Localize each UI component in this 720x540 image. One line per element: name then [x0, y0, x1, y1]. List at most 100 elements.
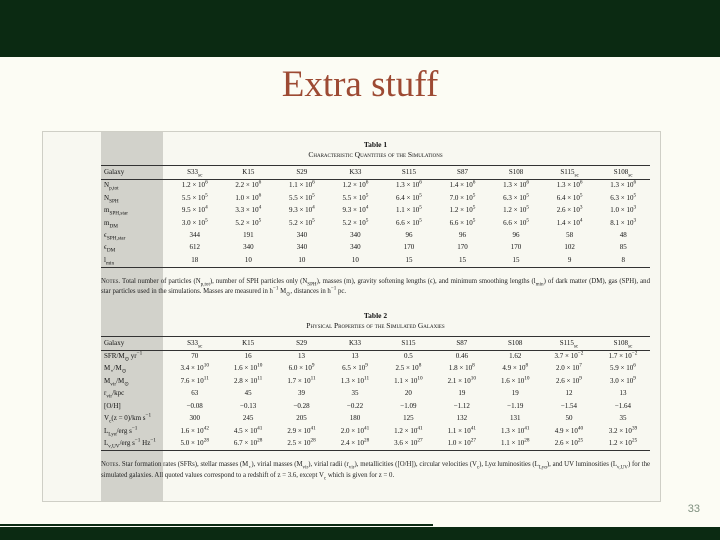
row-label: LLyα/erg s−1	[104, 425, 138, 438]
table-cell: 45	[244, 389, 252, 398]
table1-caption: Table 1 Characteristic Quantities of the…	[101, 140, 650, 160]
table-cell: 39	[298, 389, 306, 398]
table2-caption: Table 2 Physical Properties of the Simul…	[101, 311, 650, 331]
table-row: mSPH,star 9.5 × 104 3.3 × 104 9.3 × 104 9.3 …	[101, 205, 650, 217]
bottom-decorative-bar	[0, 527, 720, 540]
table-cell: 1.6 × 1010	[501, 375, 530, 385]
table-cell: 6.3 × 105	[503, 192, 529, 202]
row-label: rvir/kpc	[104, 389, 125, 400]
table-cell: 35	[351, 389, 359, 398]
table-row: Lν,UV/erg s−1 Hz−1 5.0 × 1028 6.7 × 1028 2.…	[101, 438, 650, 451]
table-cell: 2.4 × 1028	[340, 437, 370, 448]
table-cell: 0.46	[455, 352, 468, 360]
table-cell: 125	[403, 414, 414, 423]
table-cell: 344	[189, 230, 201, 239]
table-cell: 1.3 × 106	[556, 179, 583, 190]
table-cell: 1.4 × 106	[449, 179, 476, 190]
table-cell: 7.0 × 105	[449, 192, 476, 202]
table-cell: 0.5	[404, 352, 413, 360]
table-cell: 1.62	[509, 352, 522, 360]
table-cell: 1.8 × 108	[448, 363, 475, 373]
table-cell: 3.3 × 104	[235, 204, 262, 215]
table-cell: 58	[566, 230, 574, 239]
table-row: ϵSPH,star 344 191 340 340 96 96 96 58 48	[101, 229, 650, 241]
row-label: [O/H]	[104, 401, 121, 410]
table-cell: 4.9 × 108	[502, 363, 529, 373]
column-header: S108sc	[596, 165, 650, 180]
column-header: S108sc	[595, 336, 650, 351]
row-label: ϵSPH,star	[104, 230, 126, 242]
table-cell: 1.7 × 10−2	[608, 350, 638, 360]
table-cell: 205	[296, 414, 307, 423]
table-cell: 9.3 × 104	[288, 204, 315, 215]
table-cell: 340	[296, 230, 308, 239]
header-row: Galaxy S33sc K15 S29 K33 S115 S87 S108 S115sc S10…	[101, 165, 650, 180]
table-cell: 1.6 × 1042	[180, 425, 209, 435]
table-cell: 2.5 × 1028	[287, 437, 316, 448]
table-row: M⋆/M⊙ 3.4 × 1010 1.6 × 1010 6.0 × 109 6.5 × …	[101, 363, 650, 375]
table-cell: 6.5 × 109	[342, 363, 368, 373]
table-cell: 13	[351, 352, 359, 360]
table-cell: −1.09	[400, 401, 417, 410]
table-cell: 131	[509, 414, 521, 423]
column-header: K15	[221, 336, 275, 351]
table-cell: 50	[565, 414, 573, 423]
table-cell: 96	[459, 230, 466, 239]
table-cell: 13	[298, 352, 306, 360]
table2: Galaxy S33sc K15 S29 K33 S115 S87 S108 S115sc S10…	[101, 336, 650, 451]
table-row: Mvir/M⊙ 7.6 × 1011 2.8 × 1011 1.7 × 1011 1.3…	[101, 375, 650, 387]
table-cell: 3.6 × 1027	[394, 437, 423, 448]
table-cell: 132	[456, 414, 468, 423]
table1-notes-lead: Notes.	[101, 277, 121, 285]
table-cell: 170	[510, 243, 522, 252]
page-number: 33	[687, 503, 700, 515]
table-cell: 2.5 × 108	[395, 363, 422, 373]
column-header: S115sc	[541, 336, 596, 351]
header-row: Galaxy S33sc K15 S29 K33 S115 S87 S108 S115sc S10…	[101, 336, 650, 351]
row-label: M⋆/M⊙	[104, 364, 127, 375]
row-label: lmin	[104, 255, 115, 267]
table-cell: 1.2 × 106	[181, 179, 208, 190]
table-cell: 340	[296, 243, 308, 252]
table-cell: 170	[403, 243, 415, 252]
table-cell: 18	[191, 255, 199, 264]
table-cell: 5.9 × 106	[610, 363, 636, 373]
table-cell: 1.3 × 106	[396, 179, 422, 190]
table1-caption-label: Table 1	[363, 140, 388, 149]
table1-caption-title: Characteristic Quantities of the Simulat…	[308, 150, 443, 160]
table-cell: 20	[404, 389, 412, 398]
table-cell: 15	[512, 255, 520, 264]
table-cell: 1.2 × 106	[342, 179, 369, 190]
table-row: LLyα/erg s−1 1.6 × 1042 4.5 × 1041 2.9 × 10…	[101, 425, 650, 437]
table-cell: 300	[189, 414, 200, 423]
table2-block: Table 2 Physical Properties of the Simul…	[101, 311, 650, 481]
column-header: K33	[328, 336, 382, 351]
table-row: Np,tot 1.2 × 106 2.2 × 106 1.1 × 106 1.2 × 1…	[101, 179, 650, 192]
table-cell: 340	[243, 243, 254, 252]
table-cell: 10	[298, 255, 306, 264]
table-cell: 19	[458, 389, 466, 398]
table-cell: 6.0 × 109	[288, 363, 315, 373]
table-cell: 3.7 × 10−2	[554, 350, 584, 360]
table-cell: 5.5 × 105	[288, 192, 315, 202]
column-header-galaxy: Galaxy	[101, 165, 168, 180]
table-cell: 3.0 × 109	[610, 375, 636, 385]
table-cell: 6.7 × 1028	[233, 437, 263, 448]
row-label: Np,tot	[104, 181, 119, 192]
table2-notes: Notes. Star formation rates (SFRs), stel…	[101, 460, 650, 481]
row-label: mSPH,star	[104, 206, 128, 217]
table1-notes: Notes. Total number of particles (Np,tot…	[101, 277, 650, 298]
table1: Galaxy S33sc K15 S29 K33 S115 S87 S108 S115sc S10…	[101, 165, 650, 268]
table-cell: 1.1 × 105	[396, 204, 422, 215]
column-header-galaxy: Galaxy	[101, 336, 168, 351]
table-cell: 2.8 × 1011	[234, 375, 263, 385]
table2-notes-text: Star formation rates (SFRs), stellar mas…	[101, 461, 650, 481]
table-cell: 6.4 × 105	[556, 192, 583, 202]
table1-notes-text: Total number of particles (Np,tot), numb…	[101, 277, 650, 298]
column-header: K33	[328, 165, 383, 180]
table-cell: 3.0 × 105	[181, 217, 208, 227]
table-cell: 1.2 × 1041	[394, 425, 423, 435]
page-title: Extra stuff	[281, 64, 439, 105]
table-cell: 340	[350, 243, 361, 252]
